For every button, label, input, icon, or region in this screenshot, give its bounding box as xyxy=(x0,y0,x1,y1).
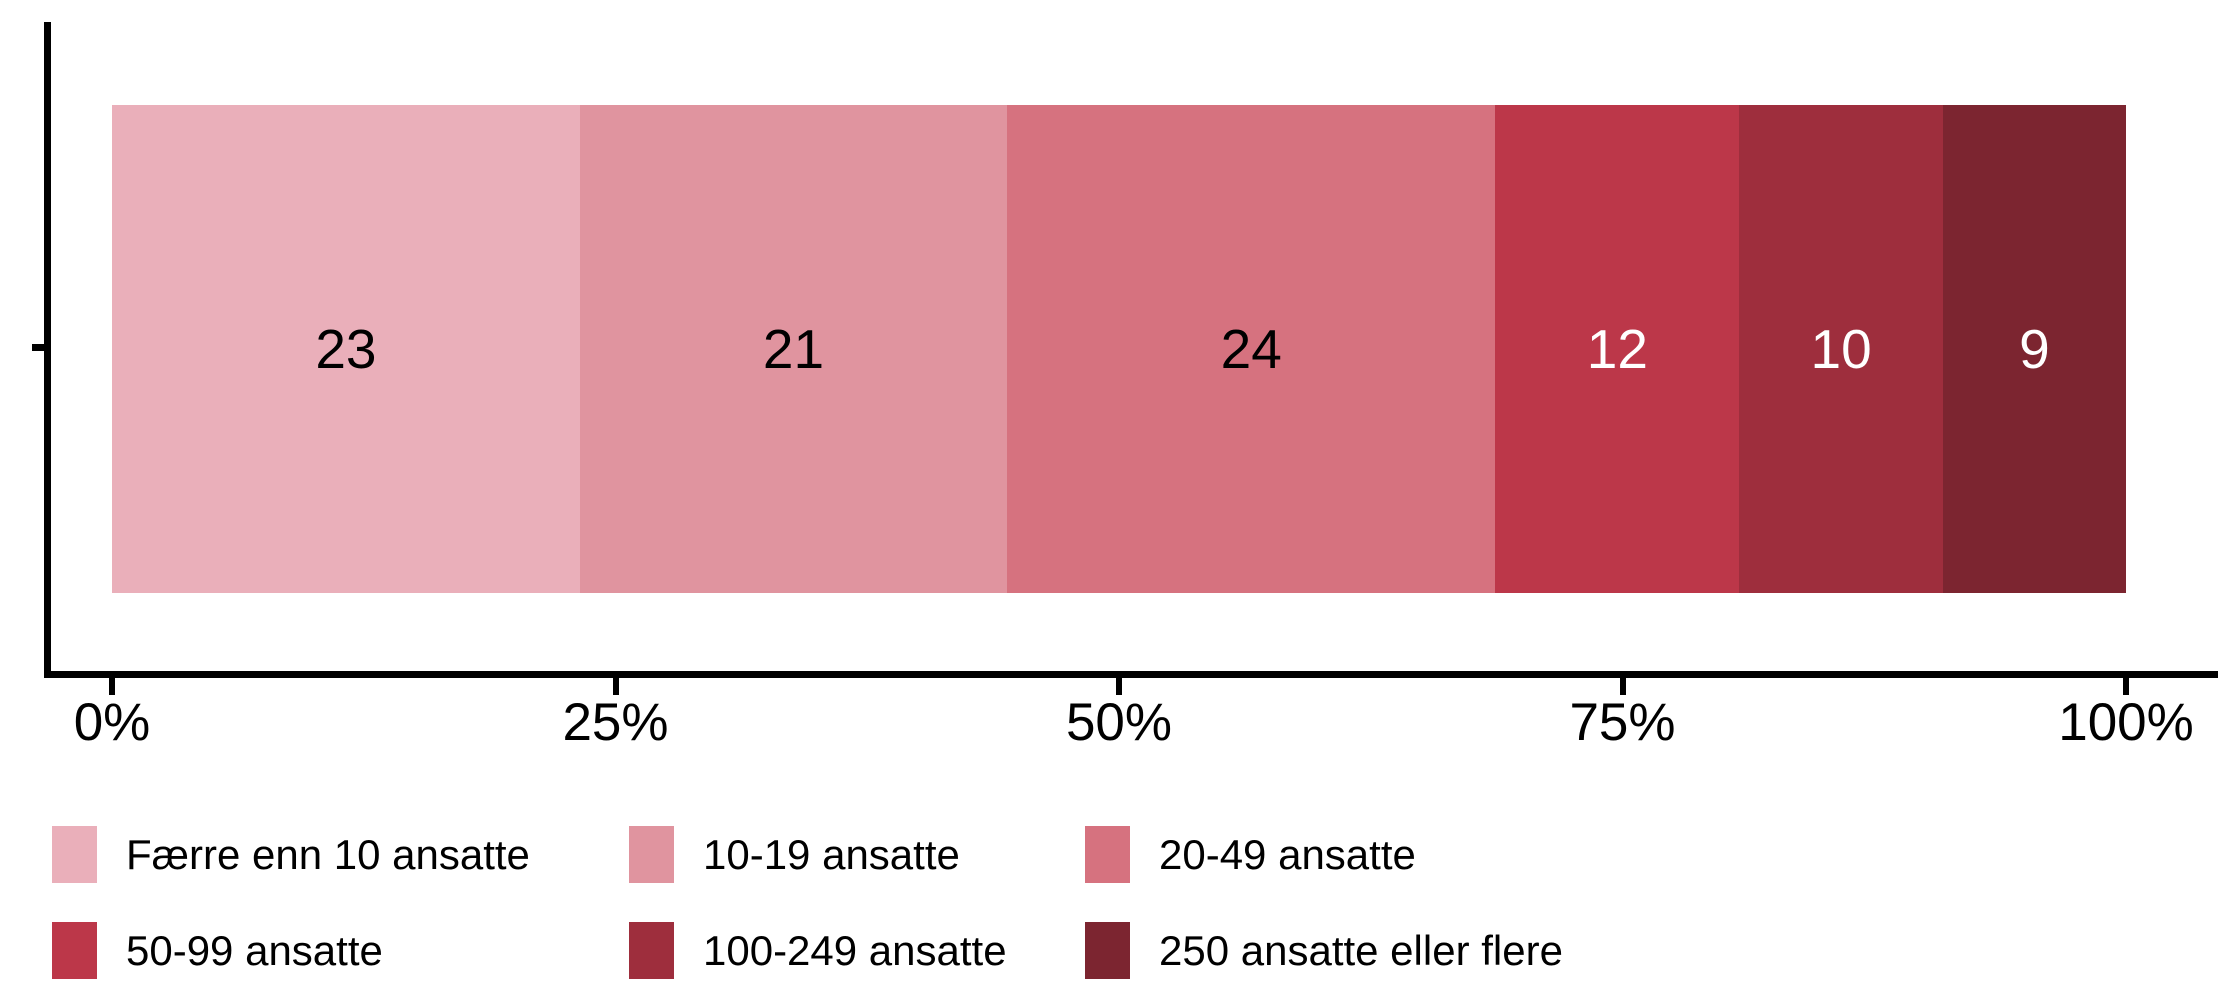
legend-item: 100-249 ansatte xyxy=(629,922,1085,979)
x-axis-tick xyxy=(612,678,619,695)
legend-swatch xyxy=(629,826,674,883)
segment-value-label: 9 xyxy=(2019,317,2050,380)
x-axis-tick-label: 50% xyxy=(1065,693,1173,752)
y-axis-line xyxy=(44,22,51,678)
legend-item: 20-49 ansatte xyxy=(1085,826,1563,883)
legend: Færre enn 10 ansatte 10-19 ansatte 20-49 a… xyxy=(52,826,1563,979)
legend-label: 250 ansatte eller flere xyxy=(1159,927,1563,974)
x-axis-tick xyxy=(1116,678,1122,695)
segment-value-label: 21 xyxy=(762,317,825,380)
bar-segment: 10 xyxy=(1739,105,1943,593)
legend-label: 100-249 ansatte xyxy=(703,927,1007,974)
x-axis-tick xyxy=(2123,678,2129,695)
x-axis-line xyxy=(44,671,2218,678)
legend-item: 50-99 ansatte xyxy=(52,922,629,979)
segment-value-label: 10 xyxy=(1810,317,1872,380)
legend-swatch xyxy=(52,826,97,883)
bar-segment: 21 xyxy=(579,105,1008,593)
segment-value-label: 12 xyxy=(1586,317,1648,380)
segment-value-label: 23 xyxy=(315,317,377,380)
legend-item: Færre enn 10 ansatte xyxy=(52,826,629,883)
legend-item: 10-19 ansatte xyxy=(629,826,1085,883)
legend-label: Færre enn 10 ansatte xyxy=(126,831,530,878)
segment-value-label: 24 xyxy=(1220,317,1282,380)
legend-swatch xyxy=(1085,922,1130,979)
x-axis-tick xyxy=(1619,678,1626,695)
x-axis-tick-label: 75% xyxy=(1569,693,1676,752)
x-axis-tick-label: 100% xyxy=(2058,693,2194,752)
legend-swatch xyxy=(1085,826,1130,883)
x-axis-tick-label: 0% xyxy=(73,693,151,752)
x-axis-tick xyxy=(109,678,115,695)
bar-segment: 12 xyxy=(1495,105,1740,593)
bar-segment: 24 xyxy=(1007,105,1496,593)
legend-item: 250 ansatte eller flere xyxy=(1085,922,1563,979)
legend-label: 50-99 ansatte xyxy=(126,927,383,974)
x-axis-tick-label: 25% xyxy=(562,693,669,752)
y-axis-tick xyxy=(32,344,45,351)
legend-swatch xyxy=(52,922,97,979)
bar-segment: 23 xyxy=(112,105,580,593)
legend-swatch xyxy=(629,922,674,979)
legend-label: 20-49 ansatte xyxy=(1159,831,1416,878)
stacked-bar: 23 21 24 12 10 9 xyxy=(112,105,2126,593)
legend-label: 10-19 ansatte xyxy=(703,831,960,878)
bar-segment: 9 xyxy=(1942,105,2126,593)
